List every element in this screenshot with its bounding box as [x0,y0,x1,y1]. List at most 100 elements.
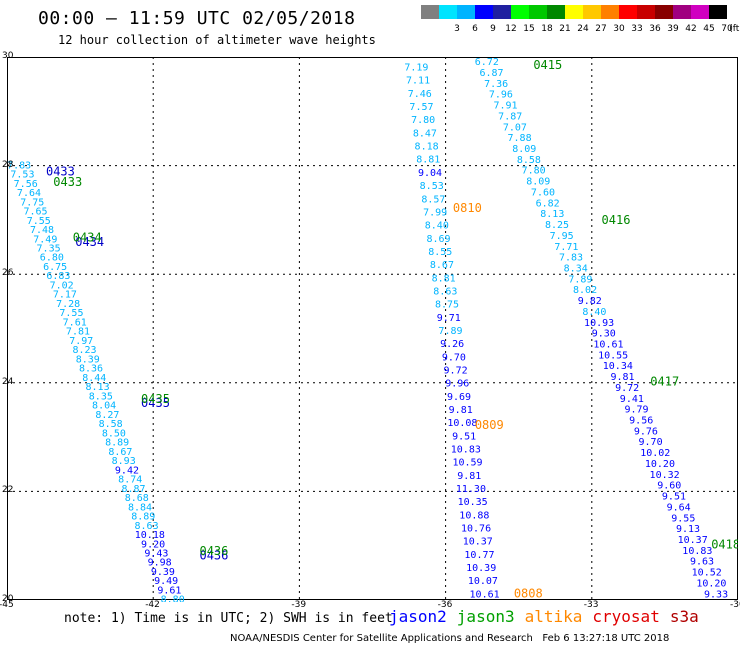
wave-height-value: 9.79 [624,405,648,416]
wave-height-value: 10.88 [459,510,489,521]
scale-swatch [637,5,655,19]
wave-height-value: 9.26 [440,339,464,350]
wave-height-value: 8.23 [72,345,96,356]
wave-height-value: 9.42 [115,465,139,476]
scale-swatch [421,5,439,19]
latitude-tick-label: 30 [2,51,14,61]
wave-height-value: 8.80 [161,595,185,602]
wave-height-map: 7.837.537.567.647.757.657.557.487.497.35… [7,57,738,602]
wave-height-value: 8.74 [118,475,142,486]
wave-height-value: 7.91 [493,101,517,112]
pass-time-label: 0433 [46,164,75,178]
legend-s3a: s3a [669,607,699,626]
wave-height-value: 8.63 [433,286,457,297]
wave-height-value: 8.47 [413,128,437,139]
pass-time-label: 0809 [475,418,504,432]
wave-height-value: 7.55 [27,216,51,227]
wave-height-value: 10.35 [458,497,488,508]
wave-height-value: 9.81 [610,372,634,383]
wave-height-value: 8.18 [415,142,439,153]
wave-height-value: 9.51 [452,431,476,442]
wave-height-value: 7.48 [30,225,54,236]
wave-height-value: 10.37 [463,537,493,548]
generated-timestamp: Feb 6 13:27:18 UTC 2018 [542,633,670,644]
wave-height-value: 7.97 [69,336,93,347]
wave-height-value: 8.36 [79,364,103,375]
wave-height-value: 10.61 [470,589,500,600]
wave-height-value: 9.61 [157,585,181,596]
wave-height-value: 8.89 [131,512,155,523]
scale-swatch [565,5,583,19]
scale-label: 39 [667,24,679,34]
wave-height-value: 9.81 [449,405,473,416]
wave-height-value: 9.70 [639,437,663,448]
scale-swatch [601,5,619,19]
wave-height-value: 10.76 [461,523,491,534]
legend-jason2: jason2 [389,607,447,626]
pass-time-label: 0435 [141,396,170,410]
wave-height-value: 8.13 [540,209,564,220]
scale-swatch [457,5,475,19]
pass-time-label: 0434 [75,235,104,249]
scale-label: 33 [631,24,643,34]
legend-cryosat: cryosat [592,607,660,626]
wave-height-value: 9.64 [667,502,691,513]
map-title: 00:00 – 11:59 UTC 02/05/2018 [38,8,356,29]
wave-height-value: 8.58 [99,419,123,430]
wave-height-value: 8.55 [428,247,452,258]
wave-height-value: 8.75 [435,300,459,311]
scale-label: 24 [577,24,589,34]
wave-height-value: 9.49 [154,576,178,587]
wave-height-value: 8.68 [125,493,149,504]
wave-height-value: 8.44 [82,373,106,384]
scale-label: 15 [523,24,535,34]
wave-height-value: 9.60 [657,481,681,492]
wave-height-value: 9.72 [615,383,639,394]
wave-height-value: 7.19 [404,63,428,74]
wave-height-value: 6.82 [536,198,560,209]
pass-time-label: 0810 [453,201,482,215]
wave-height-value: 10.83 [682,546,712,557]
wave-height-value: 8.93 [112,456,136,467]
pass-time-label: 0417 [650,375,679,389]
wave-height-value: 8.39 [76,354,100,365]
latitude-tick-label: 28 [2,159,14,170]
wave-height-value: 8.67 [108,447,132,458]
wave-height-value: 7.81 [66,327,90,338]
wave-height-value: 9.04 [418,168,442,179]
wave-height-value: 10.32 [650,470,680,481]
wave-height-value: 7.89 [568,274,592,285]
scale-label: 70 [721,24,733,34]
scale-label: 9 [490,24,496,34]
note-text: note: 1) Time is in UTC; 2) SWH is in fe… [64,611,393,626]
pass-time-label: 0433 [53,175,82,189]
wave-height-value: 8.63 [135,521,159,532]
wave-height-value: 9.43 [144,549,168,560]
wave-height-value: 8.35 [89,391,113,402]
longitude-tick-label: -39 [291,600,307,610]
pass-time-label: 0435 [141,392,170,406]
wave-height-value: 7.17 [53,290,77,301]
wave-height-value: 9.70 [442,352,466,363]
scale-swatch [439,5,457,19]
wave-height-value: 7.65 [23,207,47,218]
wave-height-value: 7.64 [17,188,41,199]
wave-height-value: 8.67 [430,260,454,271]
credit-text: NOAA/NESDIS Center for Satellite Applica… [230,633,533,644]
scale-label: 21 [559,24,571,34]
scale-label: 12 [505,24,517,34]
wave-height-value: 7.88 [508,133,532,144]
wave-height-value: 8.89 [105,438,129,449]
wave-height-value: 7.80 [411,115,435,126]
scale-label: 3 [454,24,460,34]
wave-height-value: 8.40 [582,307,606,318]
longitude-tick-label: -33 [583,600,599,610]
scale-swatch [493,5,511,19]
scale-swatch [475,5,493,19]
pass-time-label: 0416 [602,213,631,227]
wave-height-value: 8.58 [517,155,541,166]
wave-height-value: 9.98 [148,558,172,569]
wave-height-value: 9.72 [444,365,468,376]
scale-swatch [691,5,709,19]
scale-swatch [583,5,601,19]
